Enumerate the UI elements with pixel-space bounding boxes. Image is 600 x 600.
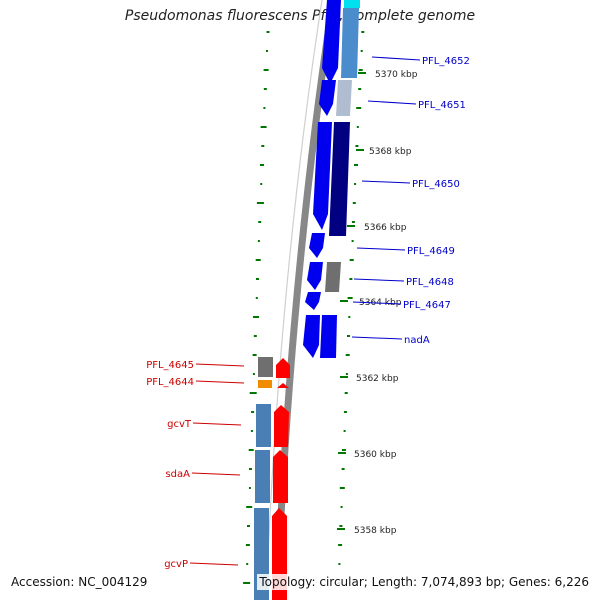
kbp-tick-5368: 5368 kbp <box>369 147 412 157</box>
gene-label-pfl4647[interactable]: PFL_4647 <box>403 300 451 311</box>
gene-label-gcvp[interactable]: gcvP <box>164 559 188 570</box>
kbp-tick-5366: 5366 kbp <box>364 223 407 233</box>
segment <box>329 122 350 236</box>
cds-sdaa[interactable] <box>273 450 288 503</box>
gene-label-pfl4650[interactable]: PFL_4650 <box>412 179 460 190</box>
gene-label-sdaa[interactable]: sdaA <box>165 469 190 480</box>
gene-label-pfl4649[interactable]: PFL_4649 <box>407 246 455 257</box>
cds-pfl4644[interactable] <box>277 383 289 388</box>
kbp-tick-5360: 5360 kbp <box>354 450 397 460</box>
segment <box>258 357 273 377</box>
forward-gene-labels: PFL_4652 PFL_4651 PFL_4650 PFL_4649 PFL_… <box>351 56 470 346</box>
gene-label-pfl4644[interactable]: PFL_4644 <box>146 377 194 388</box>
cds-pfl4648[interactable] <box>307 262 323 290</box>
kbp-tick-5358: 5358 kbp <box>354 526 397 536</box>
backbone-arc-inner <box>265 0 323 600</box>
cds-pfl4645[interactable] <box>276 358 290 378</box>
gene-label-pfl4652[interactable]: PFL_4652 <box>422 56 470 67</box>
cds-gcvt[interactable] <box>274 405 289 447</box>
topology-text: Topology: circular; Length: 7,074,893 bp… <box>257 574 591 590</box>
cds-pfl4652[interactable] <box>322 0 341 84</box>
segment <box>336 80 352 116</box>
gene-label-pfl4645[interactable]: PFL_4645 <box>146 360 194 371</box>
gc-skew-ticks <box>243 31 365 584</box>
cds-nada[interactable] <box>303 315 320 358</box>
forward-secondary-track <box>320 0 360 358</box>
segment <box>344 0 360 8</box>
cds-pfl4650[interactable] <box>313 122 332 230</box>
gene-label-gcvt[interactable]: gcvT <box>167 419 192 430</box>
segment <box>256 404 271 447</box>
map-title: Pseudomonas fluorescens Pf-5, complete g… <box>124 8 476 24</box>
accession-text: Accession: NC_004129 <box>9 574 150 590</box>
reverse-gene-labels: PFL_4645 PFL_4644 gcvT sdaA gcvP <box>146 360 245 570</box>
cds-pfl4647[interactable] <box>305 292 321 310</box>
segment <box>325 262 341 292</box>
gene-label-nada[interactable]: nadA <box>404 335 430 346</box>
segment <box>258 380 272 388</box>
segment <box>320 315 337 358</box>
gene-label-pfl4648[interactable]: PFL_4648 <box>406 277 454 288</box>
reverse-secondary-track <box>254 357 273 600</box>
kbp-tick-5370: 5370 kbp <box>375 70 418 80</box>
segment <box>255 450 270 503</box>
gene-label-pfl4651[interactable]: PFL_4651 <box>418 100 466 111</box>
forward-cds-track <box>303 0 341 358</box>
cds-pfl4651[interactable] <box>319 80 336 116</box>
cds-pfl4649[interactable] <box>309 233 325 258</box>
kbp-tick-5362: 5362 kbp <box>356 374 399 384</box>
segment <box>341 8 359 78</box>
